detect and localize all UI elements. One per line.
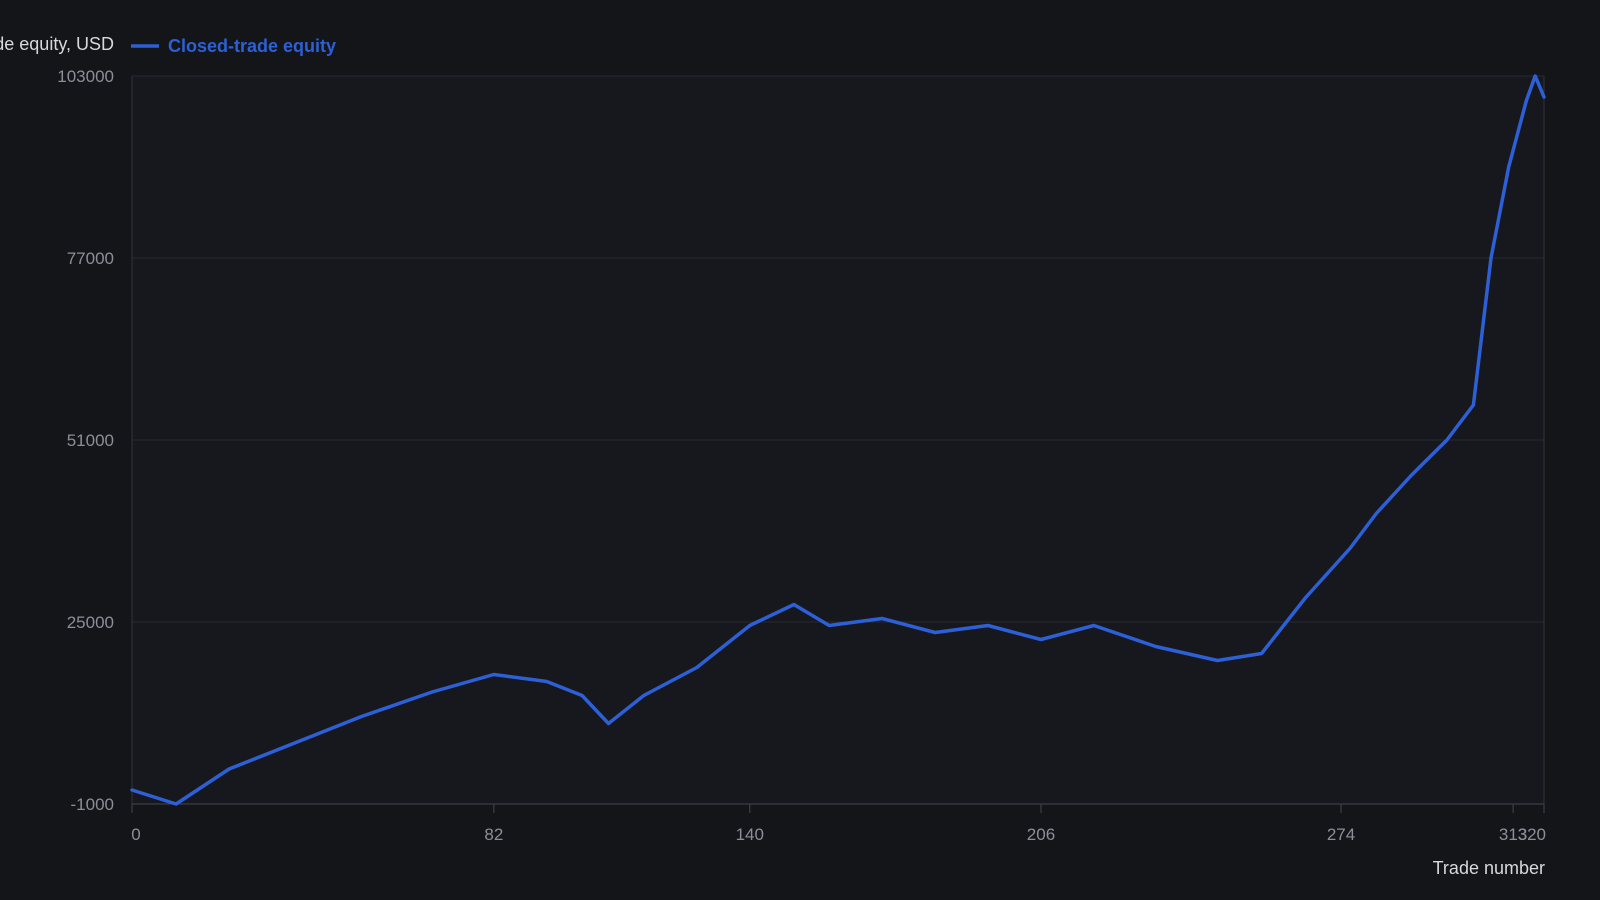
series-layer bbox=[130, 74, 1546, 806]
y-tick-label: 103000 bbox=[57, 67, 114, 86]
x-tick-label: 274 bbox=[1327, 825, 1355, 844]
equity-line bbox=[130, 74, 1546, 806]
x-axis-title: Trade number bbox=[1433, 858, 1545, 878]
y-tick-label: -1000 bbox=[71, 795, 114, 814]
x-tick-label: 0 bbox=[131, 825, 140, 844]
y-axis-ticks: -1000 25000 51000 77000 103000 bbox=[57, 67, 114, 814]
y-tick-label: 25000 bbox=[67, 613, 114, 632]
x-tick-label: 206 bbox=[1027, 825, 1055, 844]
y-tick-label: 77000 bbox=[67, 249, 114, 268]
x-tick-label: 140 bbox=[736, 825, 764, 844]
axes bbox=[131, 76, 1545, 805]
x-tick-label: 82 bbox=[484, 825, 503, 844]
x-tick-label: 313 bbox=[1499, 825, 1527, 844]
x-tick-label: 320 bbox=[1518, 825, 1546, 844]
y-tick-label: 51000 bbox=[67, 431, 114, 450]
legend-label: Closed-trade equity bbox=[168, 36, 336, 56]
y-axis-title: Closed-trade equity, USD bbox=[0, 34, 114, 54]
